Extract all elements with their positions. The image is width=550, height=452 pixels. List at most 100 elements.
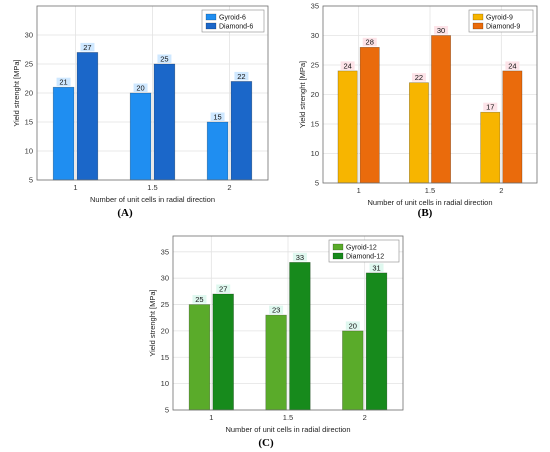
chart-panel-b: 5 10 15 20 25 30 35 1 24 28 1.5 22 30 2 17 24 Number of … bbox=[278, 0, 550, 222]
data-label: 33 bbox=[296, 253, 304, 262]
y-tick-label: 30 bbox=[25, 31, 33, 40]
data-label: 21 bbox=[59, 78, 67, 87]
bar-diamond-6 bbox=[76, 52, 99, 181]
bar-diamond-9 bbox=[359, 46, 380, 184]
data-label-background bbox=[345, 321, 360, 330]
legend-entry: Diamond-9 bbox=[486, 24, 520, 31]
data-label-background bbox=[483, 102, 498, 112]
chart-panel-c: 5 10 15 20 25 30 35 1 25 27 1.5 23 33 2 20 31 Number of … bbox=[142, 226, 416, 452]
panel-caption: (B) bbox=[418, 207, 433, 219]
legend-swatch bbox=[472, 13, 484, 21]
legend-box bbox=[201, 9, 265, 33]
x-tick-label: 1.5 bbox=[147, 183, 157, 192]
y-axis-label: Yield strenght [MPa] bbox=[298, 61, 307, 128]
bar-gyroid-12 bbox=[342, 330, 364, 411]
x-tick-label: 2 bbox=[363, 413, 367, 422]
data-label: 31 bbox=[372, 263, 380, 272]
data-label: 28 bbox=[366, 38, 374, 47]
plot-frame bbox=[322, 5, 538, 184]
y-tick-label: 5 bbox=[29, 176, 33, 185]
data-label-background bbox=[340, 61, 355, 70]
bar-gyroid-6 bbox=[52, 86, 75, 181]
x-axis-label: Number of unit cells in radial direction bbox=[90, 195, 215, 204]
y-tick-label: 5 bbox=[315, 179, 319, 188]
data-label-background bbox=[210, 112, 225, 121]
x-axis-label: Number of unit cells in radial direction bbox=[367, 198, 492, 207]
x-tick-label: 1 bbox=[357, 186, 361, 195]
legend-entry: Diamond-12 bbox=[346, 254, 384, 261]
data-label-background bbox=[362, 37, 377, 47]
bar-gyroid-9 bbox=[480, 111, 501, 184]
data-label-background bbox=[216, 284, 231, 293]
bar-diamond-12 bbox=[365, 272, 388, 411]
x-tick-label: 2 bbox=[499, 186, 503, 195]
bar-gyroid-6 bbox=[129, 92, 152, 181]
chart-b-svg: 5 10 15 20 25 30 35 1 24 28 1.5 22 30 2 17 24 Number of … bbox=[298, 2, 538, 219]
y-tick-label: 10 bbox=[161, 379, 169, 388]
data-label-background bbox=[192, 295, 207, 304]
bar-diamond-12 bbox=[212, 293, 234, 411]
x-tick-label: 1 bbox=[209, 413, 213, 422]
legend-box bbox=[328, 239, 400, 263]
x-tick-label: 1 bbox=[73, 183, 77, 192]
data-label: 17 bbox=[486, 103, 494, 112]
data-label-background bbox=[56, 77, 71, 87]
data-label: 20 bbox=[349, 321, 357, 330]
y-tick-label: 25 bbox=[25, 60, 33, 69]
data-label-background bbox=[505, 61, 520, 70]
y-tick-label: 20 bbox=[311, 90, 319, 99]
x-tick-label: 1.5 bbox=[425, 186, 435, 195]
bar-gyroid-9 bbox=[337, 70, 358, 184]
legend-swatch bbox=[472, 22, 484, 30]
data-label: 27 bbox=[219, 284, 227, 293]
data-label-background bbox=[157, 54, 172, 63]
y-tick-label: 15 bbox=[161, 353, 169, 362]
data-label: 22 bbox=[237, 72, 245, 81]
bar-gyroid-12 bbox=[188, 304, 211, 411]
legend-entry: Diamond-6 bbox=[219, 24, 253, 31]
bar-diamond-9 bbox=[431, 35, 451, 184]
data-label: 20 bbox=[136, 83, 144, 92]
legend-entry: Gyroid-12 bbox=[346, 245, 377, 252]
bar-diamond-12 bbox=[289, 262, 311, 411]
bar-gyroid-6 bbox=[206, 121, 229, 181]
data-label-background bbox=[411, 73, 426, 82]
chart-c-svg: 5 10 15 20 25 30 35 1 25 27 1.5 23 33 2 20 31 Number of … bbox=[148, 235, 404, 449]
y-axis-label: Yield strenght [MPa] bbox=[148, 289, 157, 356]
bar-diamond-6 bbox=[153, 63, 176, 181]
plot-frame bbox=[172, 235, 404, 411]
legend-entry: Gyroid-6 bbox=[219, 15, 246, 22]
legend-swatch bbox=[332, 252, 344, 260]
y-tick-label: 30 bbox=[161, 274, 169, 283]
panel-caption: (C) bbox=[258, 437, 274, 449]
data-label-background bbox=[269, 305, 284, 315]
legend-entry: Gyroid-9 bbox=[486, 15, 513, 22]
data-label: 25 bbox=[195, 295, 203, 304]
bar-gyroid-9 bbox=[409, 82, 429, 184]
data-label: 15 bbox=[213, 112, 221, 121]
chart-panel-a: 5 10 15 20 25 30 1 21 27 1.5 20 25 2 15 22 Number of un… bbox=[0, 0, 280, 222]
data-label-background bbox=[133, 83, 148, 92]
y-tick-label: 15 bbox=[311, 120, 319, 129]
y-tick-label: 35 bbox=[161, 247, 169, 256]
y-axis-label: Yield strenght [MPa] bbox=[12, 59, 21, 126]
data-label: 30 bbox=[437, 26, 445, 35]
y-tick-label: 10 bbox=[311, 149, 319, 158]
data-label-background bbox=[434, 26, 449, 35]
y-tick-label: 30 bbox=[311, 31, 319, 40]
x-axis-label: Number of unit cells in radial direction bbox=[225, 425, 350, 434]
legend-box bbox=[468, 9, 534, 33]
data-label: 22 bbox=[415, 73, 423, 82]
data-label-background bbox=[234, 71, 249, 81]
chart-a-svg: 5 10 15 20 25 30 1 21 27 1.5 20 25 2 15 22 Number of un… bbox=[12, 5, 269, 219]
data-label: 24 bbox=[508, 61, 516, 70]
bar-diamond-9 bbox=[502, 70, 523, 184]
data-label-background bbox=[369, 263, 384, 272]
x-tick-label: 1.5 bbox=[283, 413, 293, 422]
data-label-background bbox=[292, 252, 307, 262]
data-label-background bbox=[80, 42, 95, 52]
panel-caption: (A) bbox=[117, 207, 133, 219]
bar-gyroid-12 bbox=[265, 314, 287, 411]
x-tick-label: 2 bbox=[227, 183, 231, 192]
legend-swatch bbox=[205, 22, 217, 30]
